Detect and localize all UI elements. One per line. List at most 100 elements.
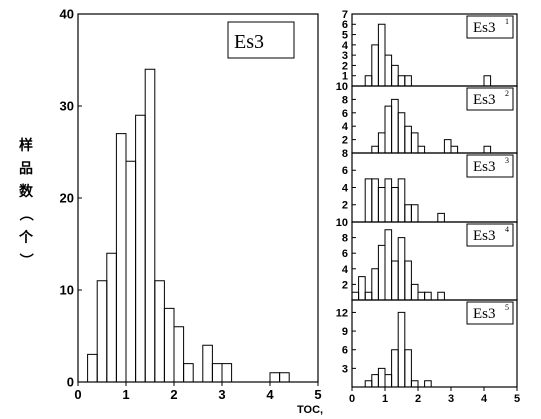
- histogram-bar: [397, 178, 406, 222]
- histogram-bar: [404, 260, 412, 300]
- histogram-bar: [384, 178, 393, 222]
- y-tick-label: 8: [342, 94, 348, 106]
- histogram-bar: [384, 229, 393, 300]
- title-box: [466, 154, 514, 178]
- x-tick-label: 3: [448, 393, 454, 405]
- histogram-bar: [384, 54, 393, 86]
- histogram-bar: [371, 178, 379, 222]
- y-tick-label: 12: [336, 307, 348, 319]
- y-tick-label: 2: [342, 279, 348, 291]
- histogram-bar: [397, 75, 406, 86]
- x-tick-label: 3: [218, 387, 225, 402]
- chart-title-superscript: 4: [505, 225, 509, 234]
- histogram-bar: [391, 187, 399, 222]
- y-axis-label-char: 品: [19, 161, 33, 177]
- chart-title: Es3: [473, 92, 496, 108]
- histogram-bar: [144, 68, 156, 382]
- histogram-bar: [364, 291, 373, 300]
- y-tick-label: 6: [342, 19, 348, 31]
- histogram-bar: [483, 75, 492, 86]
- plot-frame-5: [351, 299, 518, 388]
- histogram-bar: [364, 178, 373, 222]
- histogram-bar: [173, 326, 185, 382]
- chart-title: Es3: [473, 20, 496, 36]
- x-tick-label: 2: [170, 387, 177, 402]
- y-tick-label: 10: [336, 217, 348, 229]
- histogram-bar: [371, 374, 379, 387]
- histogram-bar: [437, 212, 445, 222]
- histogram-bar: [221, 363, 233, 382]
- y-tick-label: 6: [342, 345, 348, 357]
- histogram-bar: [391, 260, 399, 300]
- y-tick-label: 9: [342, 326, 348, 338]
- y-tick-label: 6: [342, 108, 348, 120]
- x-tick-label: 1: [122, 387, 129, 402]
- histogram-bar: [115, 133, 127, 382]
- sub-histogram-2: 2 46 810 Es3 2: [336, 81, 518, 154]
- histogram-bar: [397, 237, 406, 300]
- histogram-bar: [279, 372, 290, 382]
- histogram-bar: [96, 280, 108, 382]
- histogram-bar: [404, 75, 412, 86]
- histogram-bar: [371, 268, 379, 300]
- histogram-bar: [87, 353, 98, 382]
- x-tick-label: 4: [481, 393, 488, 405]
- histogram-bar: [125, 160, 137, 382]
- y-axis-label: 样品数 （ 个 ）: [17, 137, 34, 267]
- histogram-bar: [358, 276, 366, 300]
- x-tick-label: 1: [382, 393, 388, 405]
- title-box: [227, 21, 295, 59]
- main-histogram-chart: 0 10 20 30 40 0 1 2 3 4 5 Es3: [60, 7, 322, 402]
- histogram-bar: [163, 307, 175, 382]
- histogram-bar: [377, 132, 386, 153]
- chart-title-superscript: 2: [505, 89, 509, 98]
- chart-title: Es3: [234, 31, 264, 53]
- histogram-bar: [443, 139, 452, 153]
- chart-title: Es3: [473, 228, 496, 244]
- x-tick-label: 0: [74, 387, 81, 402]
- y-axis-label-char: （: [17, 207, 33, 221]
- histogram-bar: [364, 75, 373, 86]
- histogram-bar: [371, 44, 379, 86]
- y-tick-label: 2: [342, 60, 348, 72]
- histogram-bar: [483, 145, 492, 153]
- y-tick-label: 2: [342, 200, 348, 212]
- y-tick-label: 7: [342, 9, 348, 21]
- y-axis-label-char: 个: [18, 229, 34, 246]
- histogram-bar: [377, 367, 386, 387]
- histogram-bar: [377, 187, 386, 222]
- histogram-bar: [424, 291, 432, 300]
- histogram-bar: [391, 98, 399, 153]
- histogram-bar: [450, 145, 459, 153]
- y-tick-label: 4: [342, 264, 349, 276]
- chart-title-superscript: 1: [505, 17, 509, 26]
- histogram-bar: [404, 204, 412, 222]
- histogram-bar: [183, 363, 194, 382]
- x-axis-label: TOC,: [297, 404, 323, 416]
- y-tick-label: 8: [342, 233, 348, 245]
- x-tick-label: 4: [266, 387, 274, 402]
- x-tick-label: 2: [415, 393, 421, 405]
- plot-frame-0: [77, 13, 319, 383]
- chart-title-superscript: 5: [505, 303, 509, 312]
- y-tick-label: 1: [342, 71, 348, 83]
- y-tick-label: 5: [342, 30, 348, 42]
- histogram-bar: [397, 112, 406, 153]
- y-tick-label: 4: [342, 121, 349, 133]
- x-tick-label: 5: [314, 387, 321, 402]
- histogram-bar: [364, 380, 373, 387]
- histogram-bar: [351, 291, 360, 300]
- x-tick-label: 5: [514, 393, 520, 405]
- histogram-bar: [135, 114, 146, 382]
- y-axis-label-char: 数: [19, 183, 34, 200]
- title-box: [466, 301, 514, 325]
- y-tick-label: 3: [342, 363, 348, 375]
- y-tick-label: 20: [60, 191, 74, 206]
- histogram-bar: [384, 374, 393, 387]
- y-tick-label: 3: [342, 50, 348, 62]
- y-tick-label: 30: [60, 99, 74, 114]
- histogram-bar: [377, 23, 386, 86]
- y-tick-label: 2: [342, 135, 348, 147]
